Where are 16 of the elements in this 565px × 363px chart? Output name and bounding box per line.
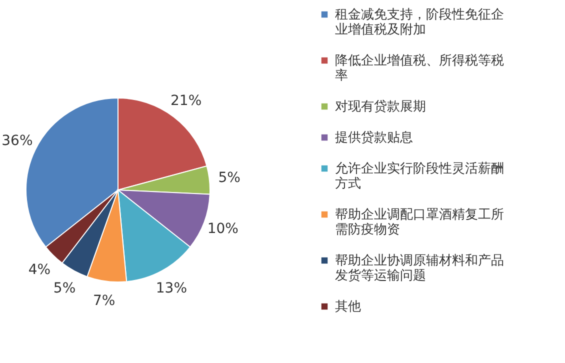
data-label: 21% — [170, 93, 202, 110]
data-label: 4% — [28, 262, 51, 278]
legend-label: 租金减免支持，阶段性免征企业增值税及附加 — [335, 8, 504, 38]
legend-label: 帮助企业调配口罩酒精复工所需防疫物资 — [335, 208, 504, 238]
data-label: 7% — [92, 293, 116, 310]
data-label: 36% — [2, 133, 33, 150]
data-label: 10% — [207, 221, 238, 238]
legend-label: 提供贷款贴息 — [335, 130, 413, 146]
legend-label: 帮助企业协调原辅材料和产品发货等运输问题 — [335, 254, 504, 284]
legend-label: 其他 — [335, 300, 361, 314]
legend-label: 降低企业增值税、所得税等税率 — [335, 54, 504, 84]
data-label: 5% — [53, 280, 76, 296]
legend-label: 对现有贷款展期 — [335, 100, 426, 114]
legend-label: 允许企业实行阶段性灵活薪酬方式 — [335, 162, 504, 192]
data-label: 13% — [156, 280, 188, 296]
data-label: 5% — [218, 170, 240, 186]
